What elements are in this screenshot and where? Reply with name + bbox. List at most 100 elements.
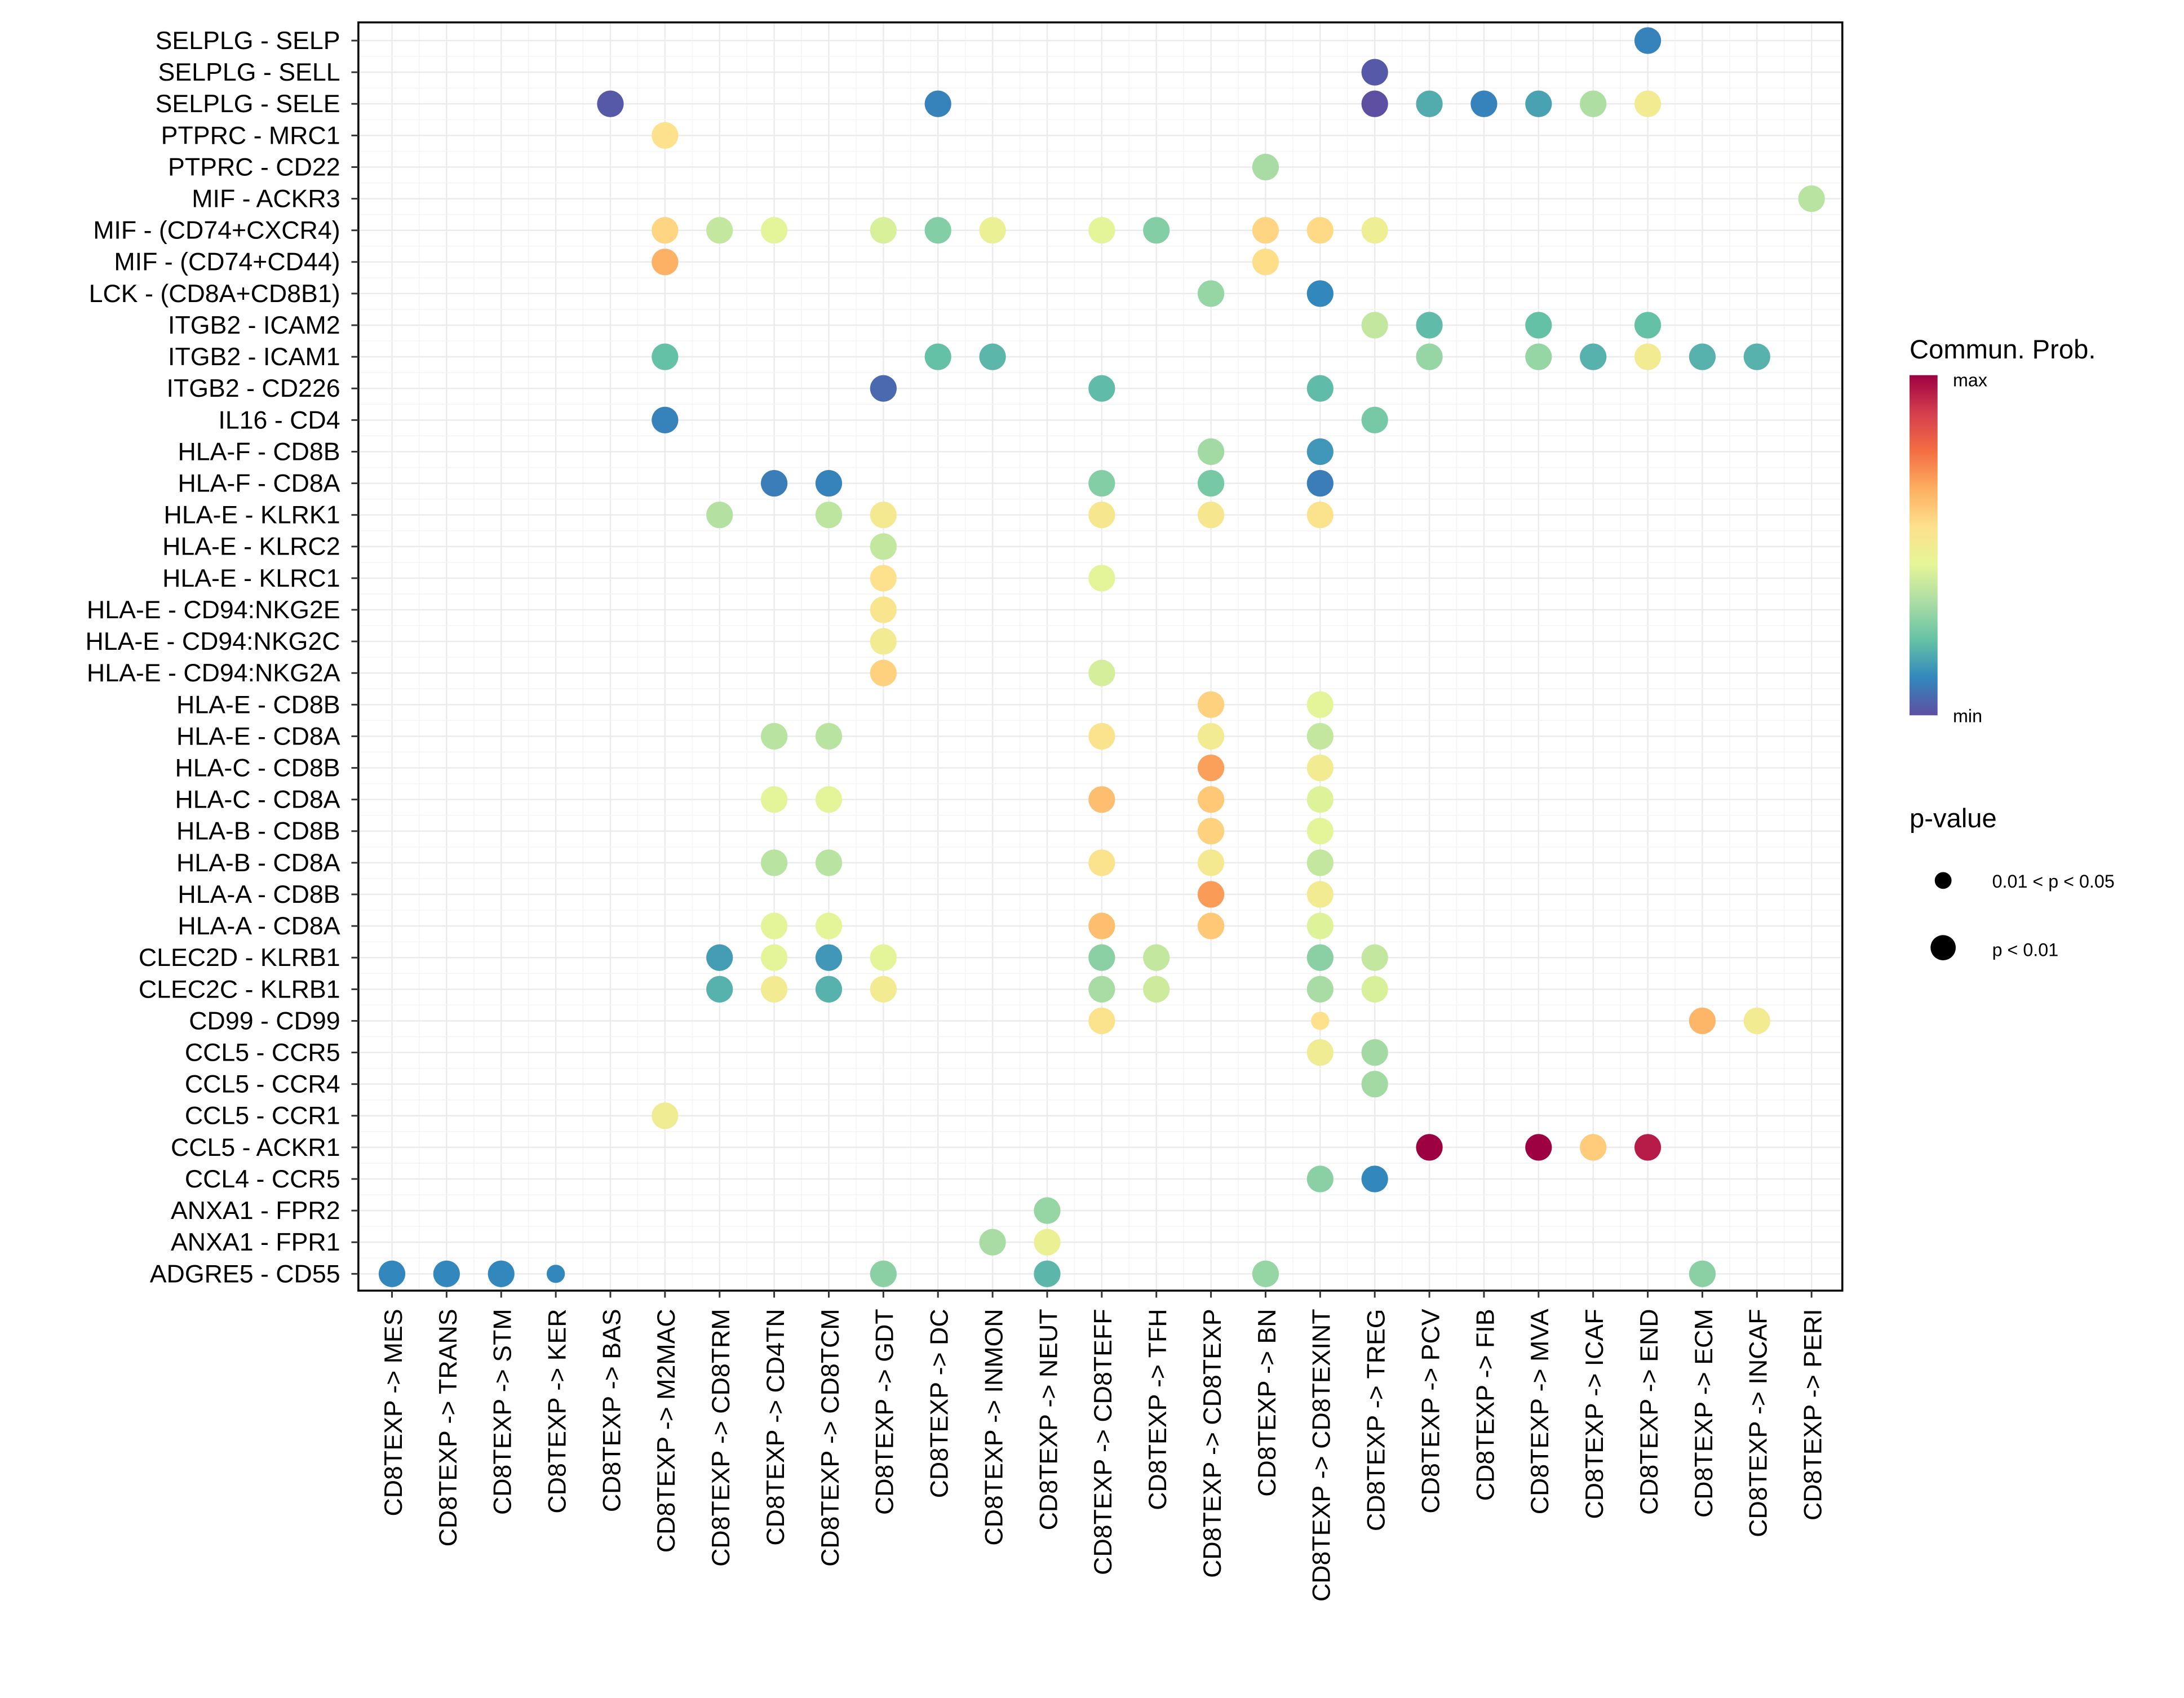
data-point (1088, 375, 1115, 402)
x-tick-label: CD8TEXP -> TFH (1144, 1309, 1172, 1510)
data-point (870, 217, 897, 244)
x-tick-label: CD8TEXP -> CD8TEXINT (1308, 1309, 1336, 1602)
data-points (378, 27, 1825, 1287)
data-point (1088, 976, 1115, 1003)
data-point (1689, 343, 1716, 370)
x-tick-label: CD8TEXP -> GDT (871, 1309, 899, 1515)
color-legend-title: Commun. Prob. (1910, 335, 2096, 365)
data-point (597, 90, 624, 117)
data-point (652, 1102, 679, 1129)
data-point (1197, 722, 1225, 750)
data-point (760, 786, 788, 813)
data-point (1088, 944, 1115, 971)
data-point (1143, 217, 1170, 244)
y-tick-label: LCK - (CD8A+CD8B1) (89, 280, 340, 308)
y-tick-label: HLA-E - CD94:NKG2C (85, 628, 340, 655)
data-point (1580, 1134, 1607, 1161)
data-point (870, 502, 897, 529)
y-tick-label: MIF - (CD74+CD44) (114, 249, 340, 276)
data-point (870, 375, 897, 402)
x-axis: CD8TEXP -> MES CD8TEXP -> TRANS CD8TEXP ->… (380, 1291, 1827, 1602)
data-point (1416, 343, 1443, 370)
data-point (1361, 90, 1388, 117)
data-point (1197, 280, 1225, 307)
x-tick-label: CD8TEXP -> FIB (1472, 1309, 1499, 1501)
y-tick-label: SELPLG - SELL (158, 59, 340, 86)
data-point (1197, 438, 1225, 465)
data-point (815, 976, 843, 1003)
data-point (1306, 818, 1334, 845)
data-point (760, 944, 788, 971)
y-tick-label: HLA-E - CD94:NKG2A (87, 659, 340, 687)
x-tick-label: CD8TEXP -> BAS (598, 1309, 626, 1512)
x-tick-label: CD8TEXP -> BN (1253, 1309, 1281, 1496)
y-tick-label: ITGB2 - CD226 (167, 375, 340, 402)
data-point (1361, 1071, 1388, 1098)
x-tick-label: CD8TEXP -> ICAF (1581, 1309, 1609, 1519)
data-point (706, 502, 733, 529)
data-point (652, 217, 679, 244)
data-point (1197, 786, 1225, 813)
data-point (1416, 312, 1443, 339)
data-point (1306, 754, 1334, 782)
y-tick-label: IL16 - CD4 (218, 406, 340, 434)
data-point (1252, 249, 1279, 276)
data-point (760, 722, 788, 750)
y-tick-label: HLA-C - CD8A (175, 786, 340, 814)
data-point (378, 1260, 406, 1287)
data-point (1416, 1134, 1443, 1161)
data-point (706, 217, 733, 244)
size-legend-title: p-value (1910, 804, 1997, 834)
data-point (815, 502, 843, 529)
color-legend-bar (1910, 375, 1938, 716)
data-point (1197, 502, 1225, 529)
y-axis: SELPLG - SELP SELPLG - SELL SELPLG - SELE P… (85, 27, 358, 1288)
data-point (1361, 59, 1388, 86)
data-point (1088, 722, 1115, 750)
data-point (1361, 406, 1388, 433)
data-point (1580, 343, 1607, 370)
data-point (815, 722, 843, 750)
data-point (1689, 1007, 1716, 1035)
y-tick-label: ITGB2 - ICAM1 (168, 343, 340, 371)
y-tick-label: HLA-B - CD8A (176, 849, 340, 877)
x-tick-label: CD8TEXP -> TRANS (435, 1309, 462, 1546)
data-point (979, 343, 1006, 370)
data-point (870, 976, 897, 1003)
y-tick-label: HLA-F - CD8A (178, 469, 340, 497)
data-point (1306, 944, 1334, 971)
data-point (1088, 786, 1115, 813)
data-point (1088, 849, 1115, 876)
y-tick-label: CCL4 - CCR5 (185, 1165, 340, 1193)
y-tick-label: HLA-E - CD94:NKG2E (87, 596, 340, 624)
grid-lines (358, 22, 1842, 1291)
y-tick-label: CLEC2D - KLRB1 (139, 944, 340, 972)
data-point (1416, 90, 1443, 117)
plot-panel-border (357, 21, 1844, 1292)
data-point (760, 469, 788, 497)
data-point (1306, 976, 1334, 1003)
size-legend-small-label: 0.01 < p < 0.05 (1992, 871, 2115, 892)
data-point (1306, 280, 1334, 307)
data-point (1252, 153, 1279, 181)
x-tick-label: CD8TEXP -> CD8TEFF (1089, 1309, 1117, 1575)
data-point (924, 343, 951, 370)
data-point (1306, 881, 1334, 908)
size-legend: p-value 0.01 < p < 0.05 p < 0.01 (1910, 804, 2115, 960)
data-point (870, 565, 897, 592)
data-point (1034, 1229, 1061, 1256)
data-point (1306, 786, 1334, 813)
data-point (1088, 565, 1115, 592)
y-tick-label: HLA-F - CD8B (178, 438, 340, 465)
data-point (1197, 754, 1225, 782)
data-point (760, 849, 788, 876)
data-point (1634, 1134, 1662, 1161)
y-tick-label: MIF - ACKR3 (192, 185, 340, 212)
data-point (1525, 1134, 1552, 1161)
data-point (870, 1260, 897, 1287)
data-point (1361, 217, 1388, 244)
data-point (1197, 818, 1225, 845)
x-tick-label: CD8TEXP -> PCV (1417, 1309, 1445, 1513)
data-point (1634, 27, 1662, 54)
y-tick-label: HLA-E - CD8B (176, 691, 340, 719)
